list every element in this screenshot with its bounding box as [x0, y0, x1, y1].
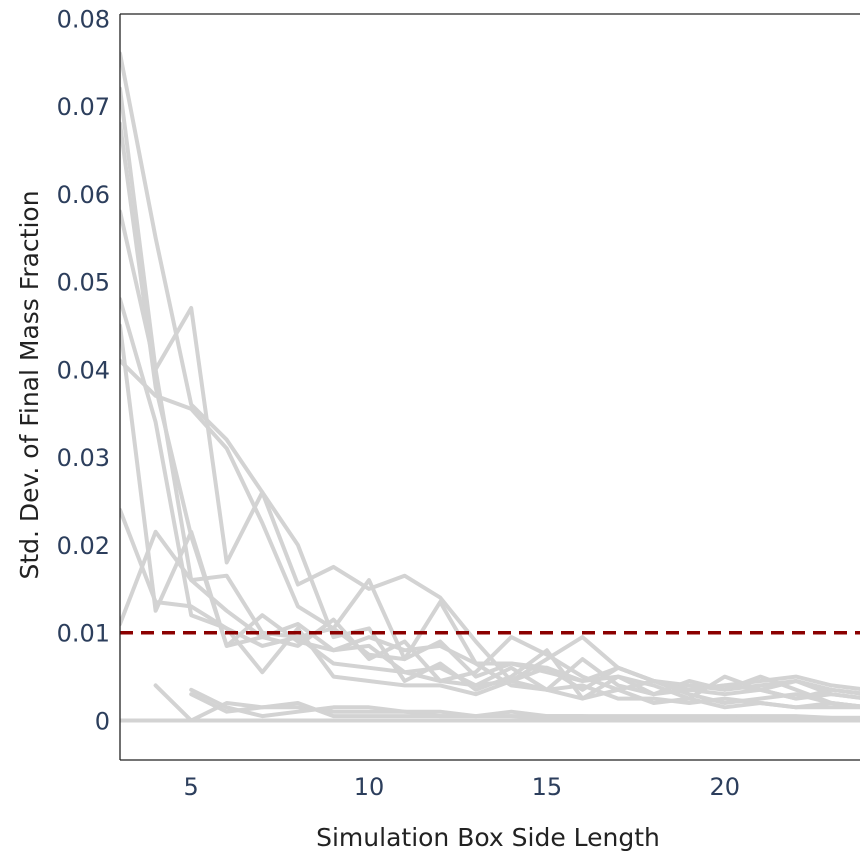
- x-tick-label: 20: [710, 773, 741, 801]
- series-line-9: [120, 529, 860, 710]
- y-tick-label: 0.03: [57, 444, 110, 472]
- y-tick-label: 0.04: [57, 356, 110, 384]
- series-line-7: [120, 358, 860, 701]
- x-tick-label: 5: [184, 773, 199, 801]
- series-line-6: [120, 323, 860, 696]
- series-line-11: [189, 687, 860, 720]
- y-axis-title: Std. Dev. of Final Mass Fraction: [15, 190, 44, 579]
- y-tick-label: 0.05: [57, 269, 110, 297]
- x-axis-title: Simulation Box Side Length: [316, 823, 660, 852]
- x-tick-label: 10: [354, 773, 385, 801]
- series-line-1: [120, 51, 860, 692]
- y-tick-label: 0: [95, 708, 110, 736]
- series-line-8: [120, 507, 860, 710]
- y-tick-labels: 0 0.01 0.02 0.03 0.04 0.05 0.06 0.07 0.08: [57, 5, 110, 735]
- x-tick-labels: 5 10 15 20: [184, 773, 741, 801]
- series-line-3: [120, 121, 860, 709]
- series-line-2: [120, 86, 860, 700]
- series-layer: [120, 51, 860, 723]
- y-tick-label: 0.08: [57, 5, 110, 33]
- y-tick-label: 0.02: [57, 532, 110, 560]
- y-tick-label: 0.01: [57, 620, 110, 648]
- y-tick-label: 0.07: [57, 93, 110, 121]
- x-tick-label: 15: [532, 773, 563, 801]
- y-tick-label: 0.06: [57, 181, 110, 209]
